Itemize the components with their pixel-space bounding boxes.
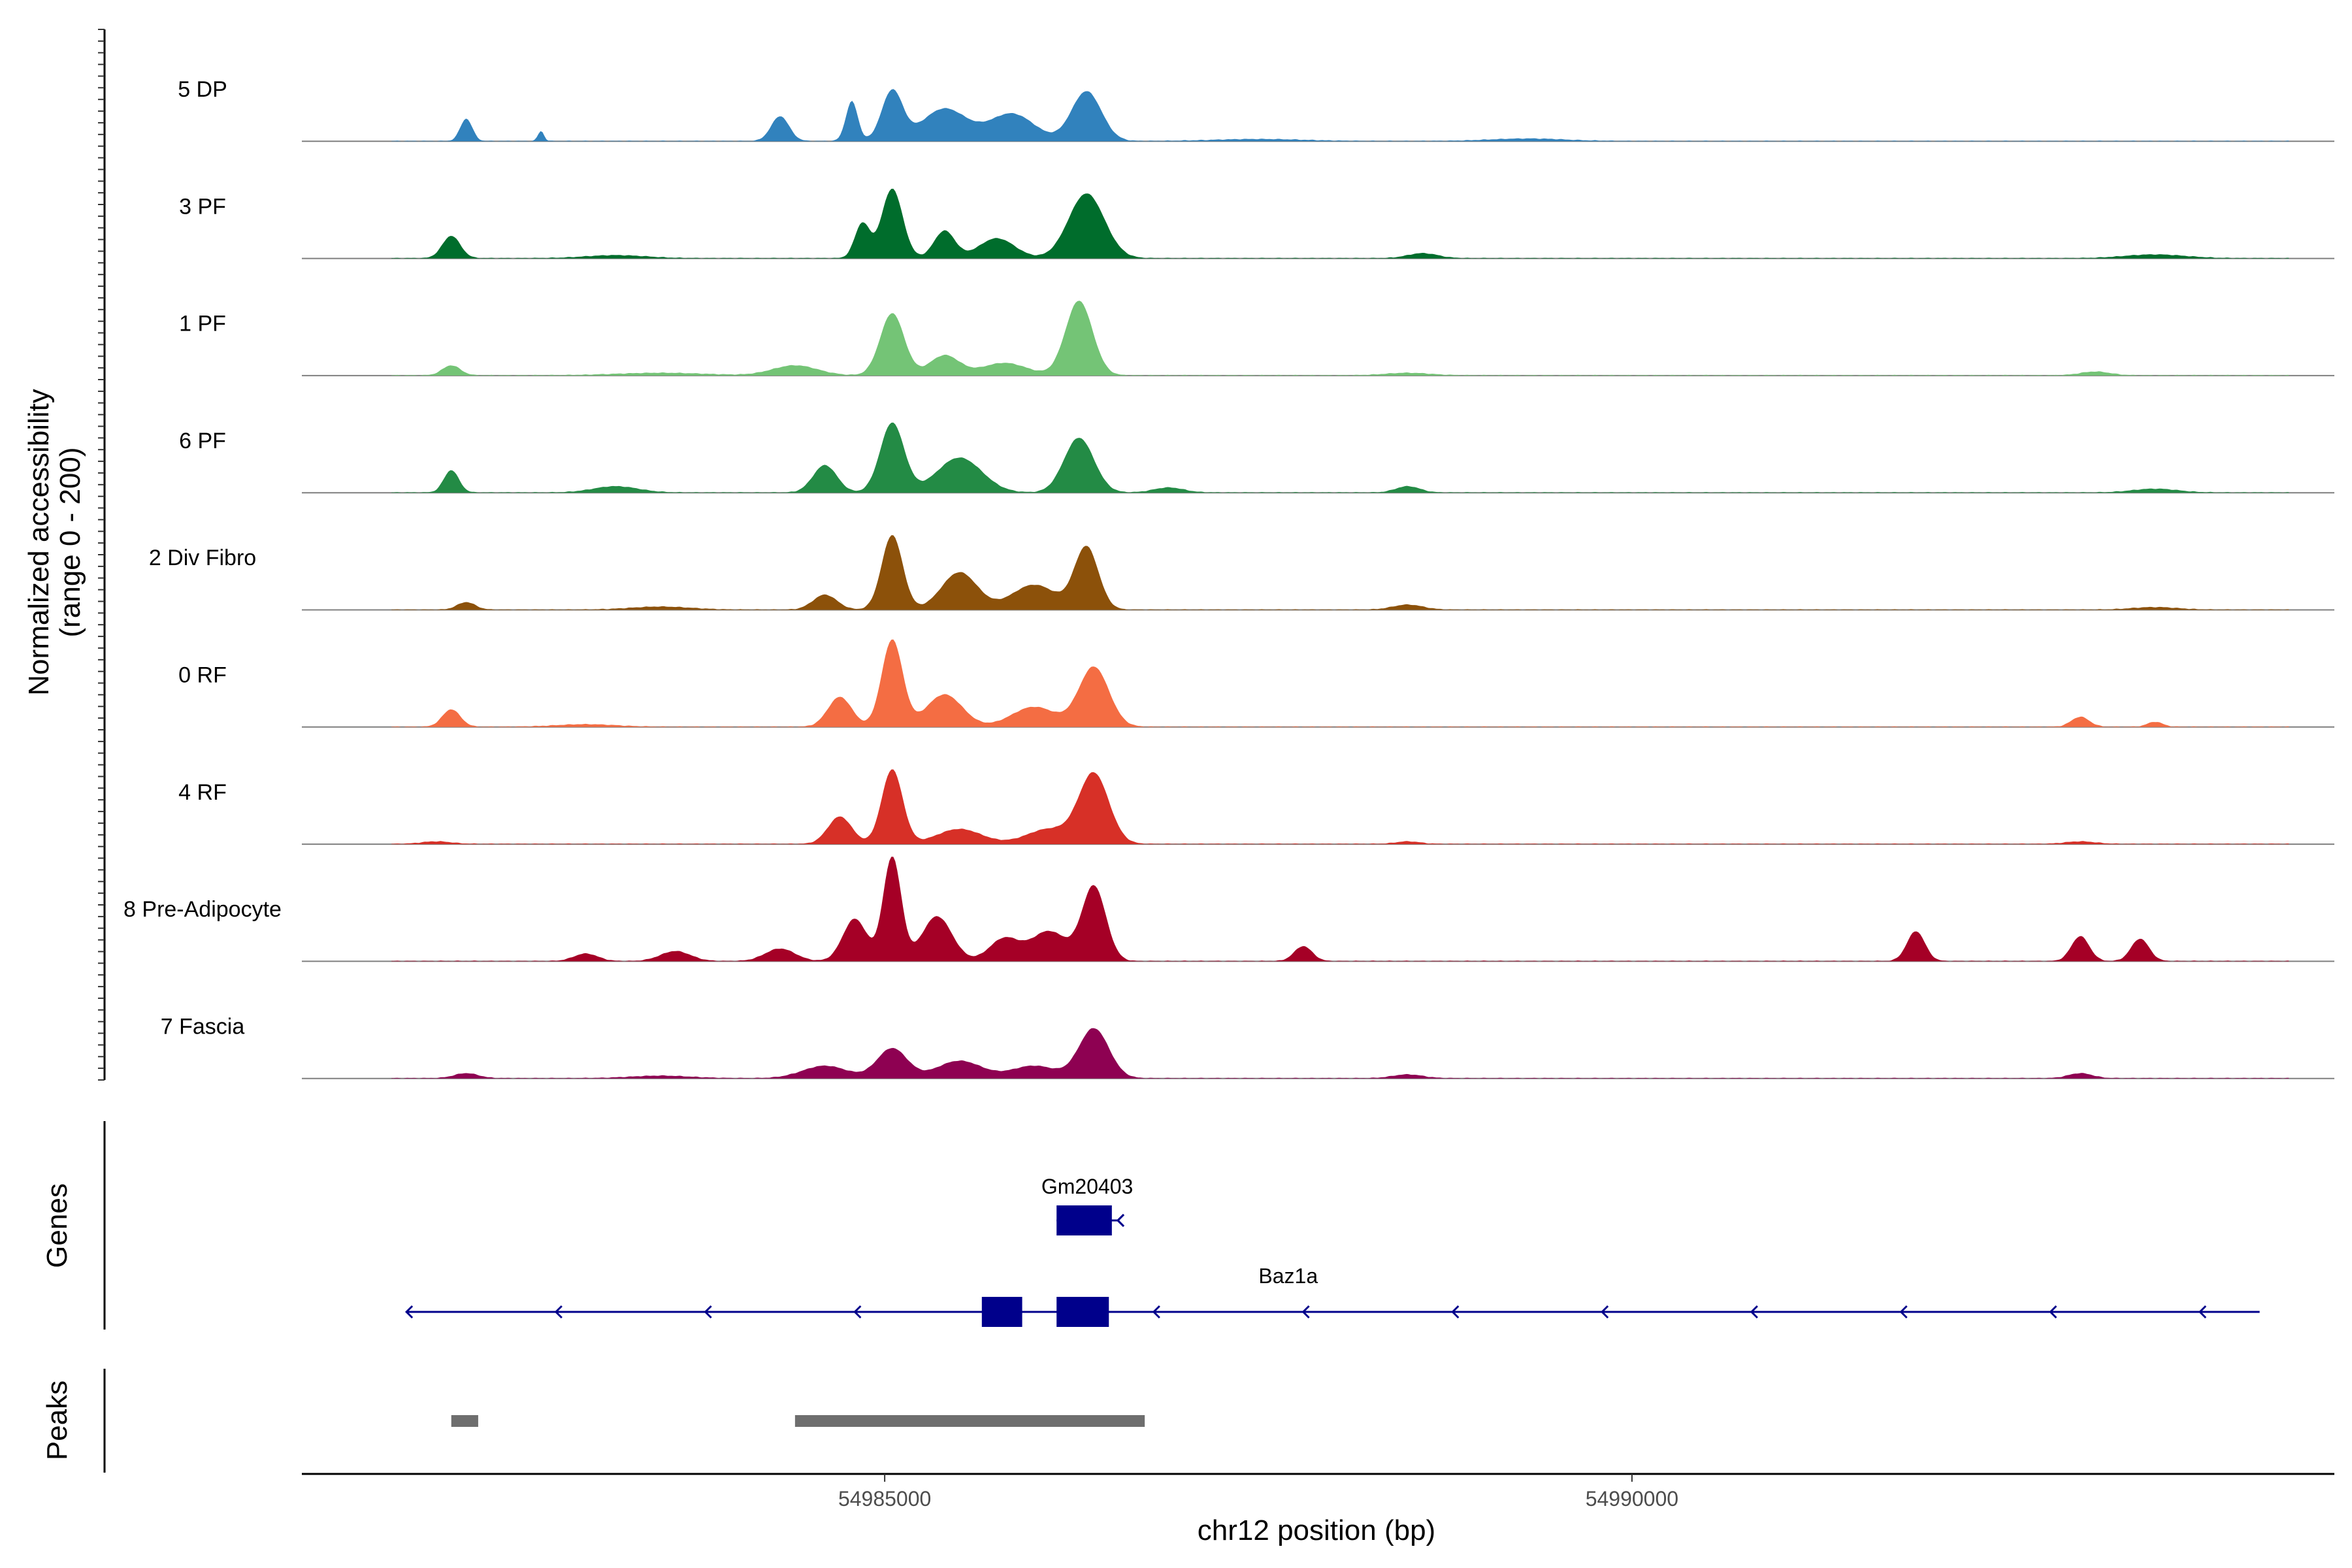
strand-arrow xyxy=(2198,1305,2207,1319)
coverage-area xyxy=(391,188,2289,259)
strand-arrow xyxy=(1601,1305,1609,1319)
track-label: 6 PF xyxy=(179,429,226,453)
coverage-track: 0 RF xyxy=(178,639,2334,728)
gene-exon xyxy=(1056,1297,1109,1327)
track-label: 1 PF xyxy=(179,312,226,336)
strand-arrow xyxy=(1451,1305,1460,1319)
coverage-area xyxy=(391,422,2289,493)
x-axis-title: chr12 position (bp) xyxy=(1198,1514,1435,1546)
coverage-area xyxy=(391,857,2289,962)
strand-arrow xyxy=(1301,1305,1310,1319)
strand-arrow xyxy=(1152,1305,1160,1319)
track-label: 7 Fascia xyxy=(161,1014,245,1039)
track-label: 2 Div Fibro xyxy=(149,546,256,570)
coverage-track: 8 Pre-Adipocyte xyxy=(123,857,2334,962)
gene-model: Gm20403 xyxy=(1041,1175,1134,1235)
track-label: 8 Pre-Adipocyte xyxy=(123,897,282,922)
coverage-y-axis xyxy=(98,29,106,1081)
peaks-track-label: Peaks xyxy=(41,1380,73,1460)
genes-track-label: Genes xyxy=(41,1183,73,1268)
strand-arrow xyxy=(1116,1213,1125,1228)
coverage-track: 5 DP xyxy=(178,77,2334,142)
coverage-area xyxy=(391,639,2289,727)
track-label: 3 PF xyxy=(179,194,226,219)
coverage-tracks: 5 DP 3 PF 1 PF 6 PF 2 Div Fibro 0 RF 4 RF 8 Pre… xyxy=(123,77,2334,1079)
peak-region xyxy=(451,1415,478,1427)
y-axis-title: Normalized accessibility xyxy=(23,389,55,695)
x-tick-label: 54990000 xyxy=(1586,1487,1678,1511)
track-label: 5 DP xyxy=(178,77,227,102)
gene-label: Gm20403 xyxy=(1041,1175,1134,1198)
coverage-area xyxy=(391,769,2289,845)
coverage-track: 7 Fascia xyxy=(161,1014,2334,1079)
coverage-track: 6 PF xyxy=(179,422,2334,494)
gene-model: Baz1a xyxy=(405,1264,2260,1327)
y-axis-subtitle: (range 0 - 200) xyxy=(54,447,86,637)
strand-arrow xyxy=(853,1305,862,1319)
coverage-track: 4 RF xyxy=(178,769,2334,845)
strand-arrow xyxy=(554,1305,563,1319)
coverage-track: 1 PF xyxy=(179,301,2334,376)
peak-region xyxy=(794,1415,1145,1427)
track-label: 4 RF xyxy=(178,780,227,805)
peaks-track xyxy=(451,1415,1145,1427)
gene-exon xyxy=(1056,1205,1112,1235)
coverage-area xyxy=(391,535,2289,610)
gene-label: Baz1a xyxy=(1258,1264,1318,1288)
strand-arrow xyxy=(1750,1305,1758,1319)
x-axis: 54985000 54990000 xyxy=(302,1473,2334,1511)
strand-arrow xyxy=(1899,1305,1908,1319)
gene-annotation-track: Gm20403 Baz1a xyxy=(405,1175,2260,1327)
strand-arrow xyxy=(2049,1305,2057,1319)
gene-exon xyxy=(981,1297,1022,1327)
coverage-area xyxy=(391,301,2289,376)
coverage-area xyxy=(391,1028,2289,1079)
x-tick-label: 54985000 xyxy=(838,1487,931,1511)
strand-arrow xyxy=(704,1305,712,1319)
coverage-area xyxy=(391,89,2289,142)
coverage-track: 3 PF xyxy=(179,188,2334,259)
strand-arrow xyxy=(405,1305,414,1319)
track-label: 0 RF xyxy=(178,663,227,688)
coverage-track: 2 Div Fibro xyxy=(149,535,2334,611)
